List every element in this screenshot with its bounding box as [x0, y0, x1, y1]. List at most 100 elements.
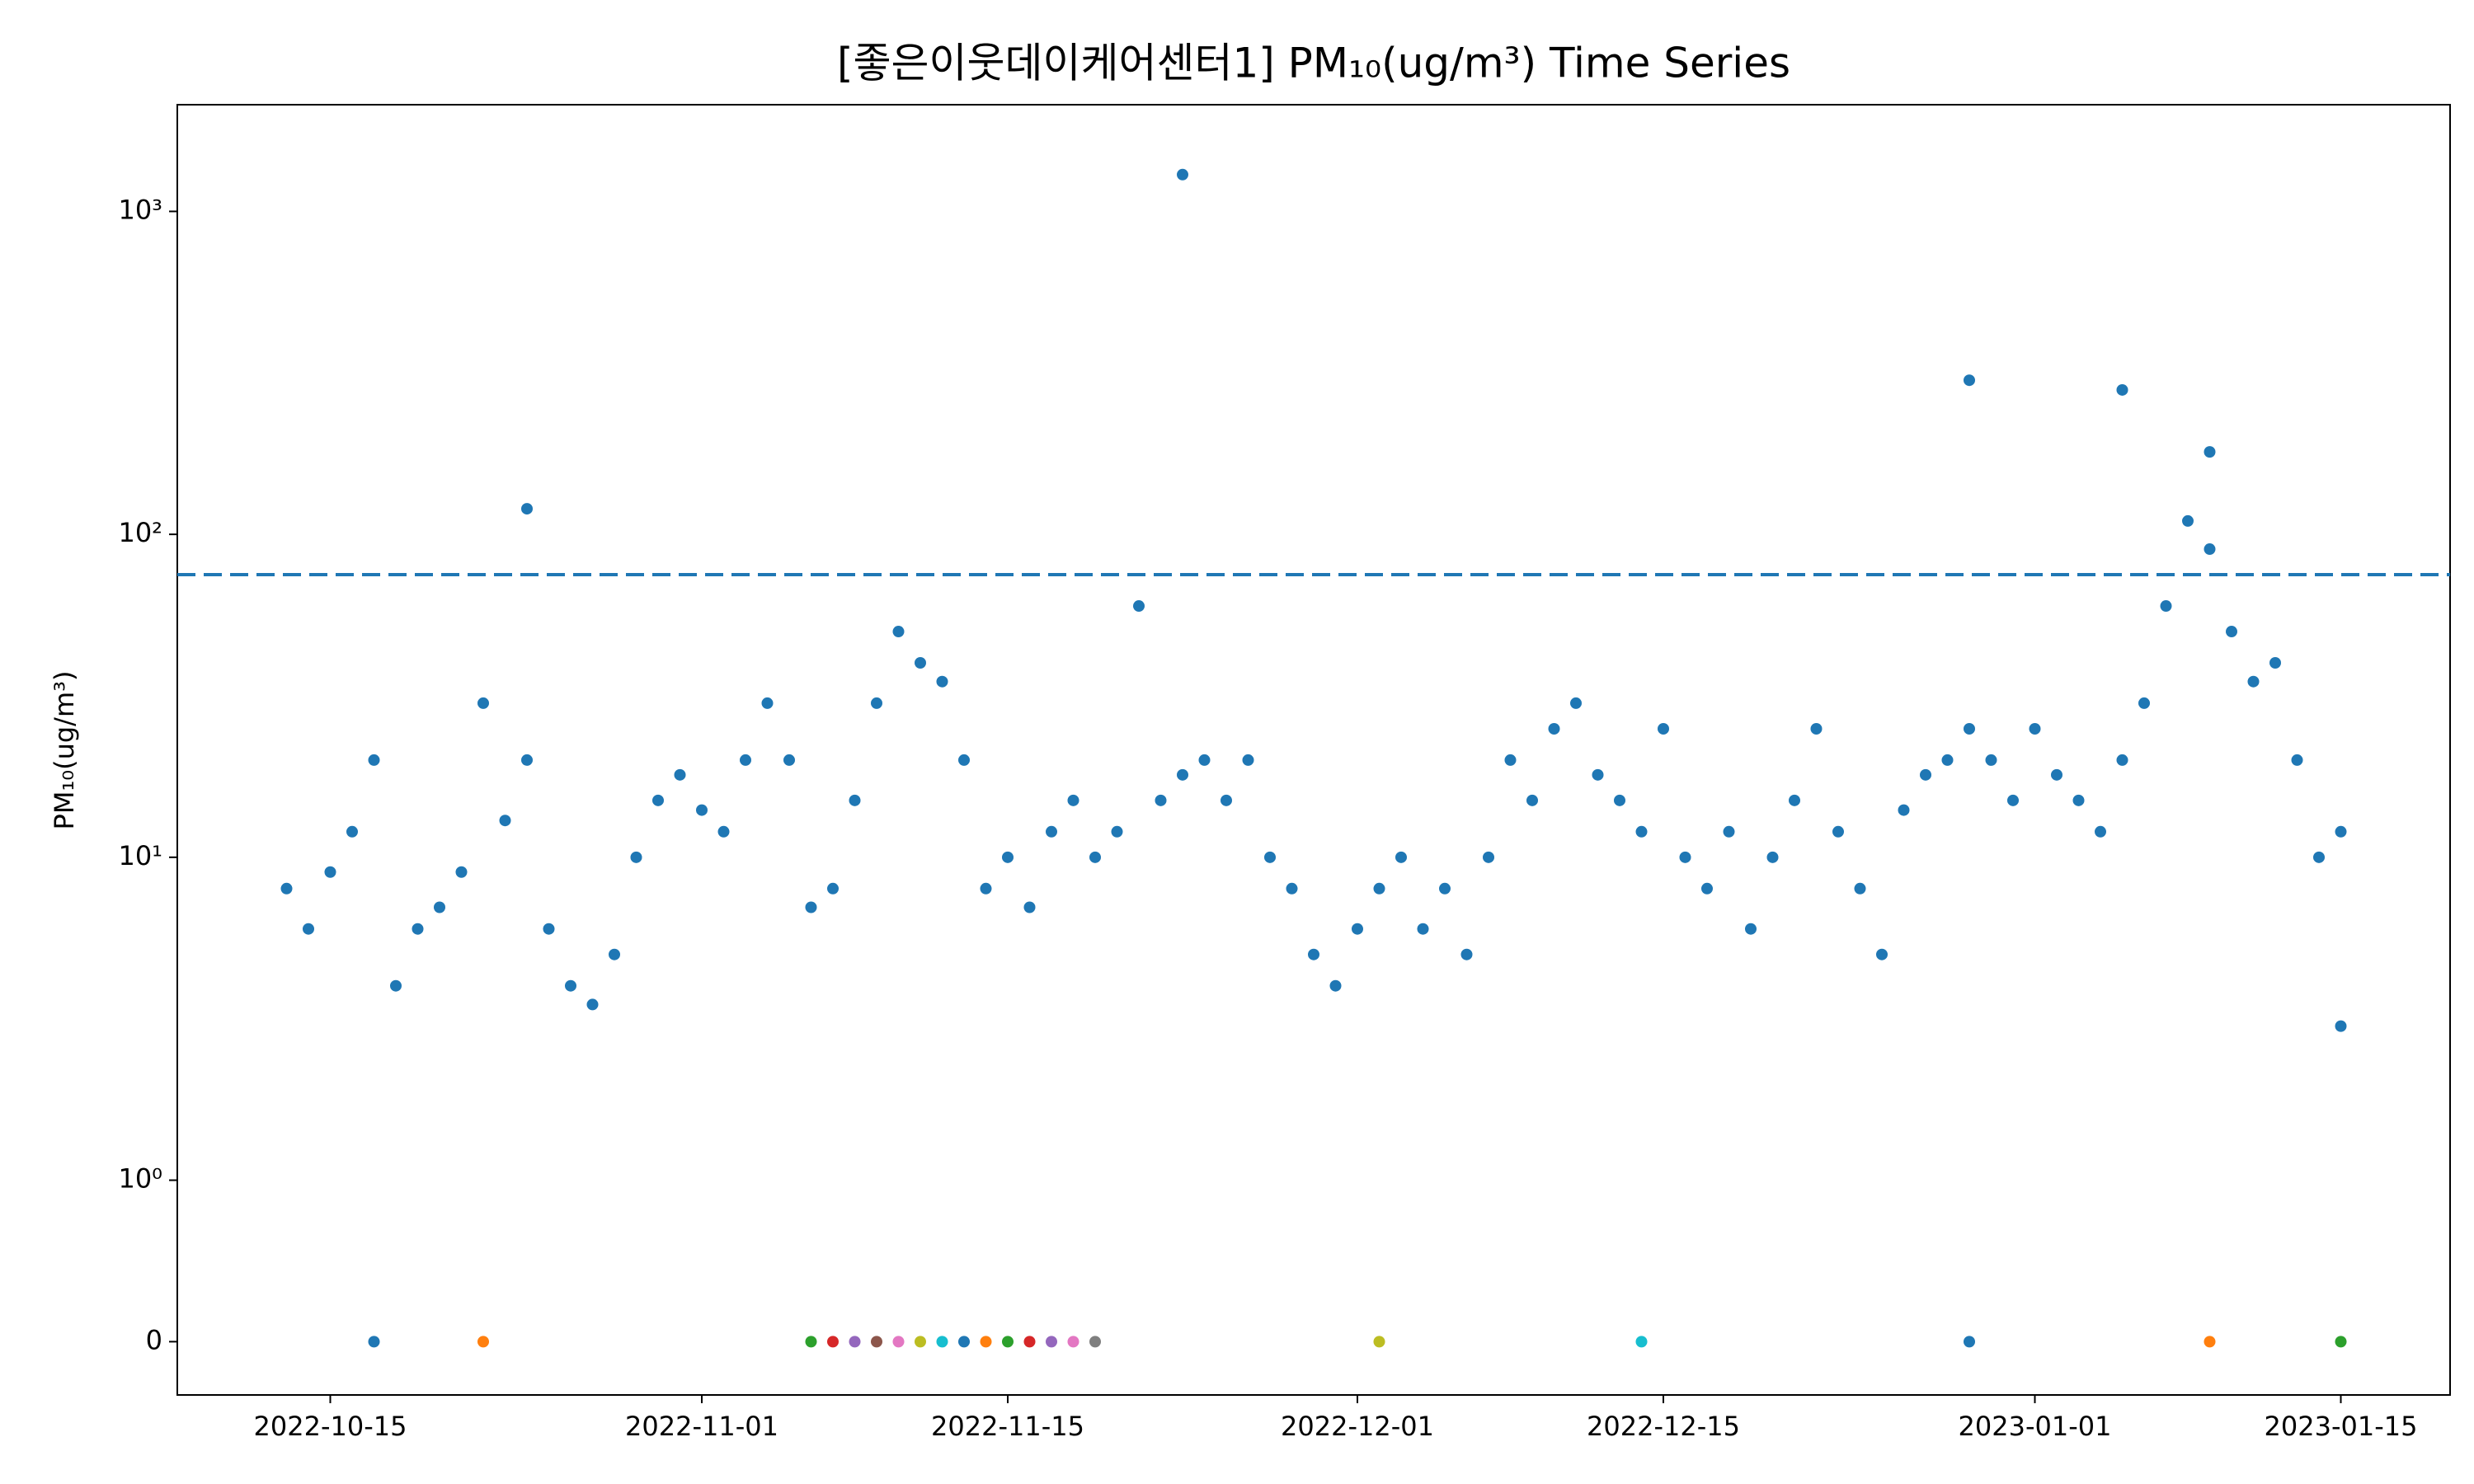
data-point: [1941, 754, 1954, 766]
data-point: [915, 656, 926, 669]
data-point: [2116, 754, 2128, 766]
data-point: [2095, 825, 2106, 838]
data-point: [1526, 794, 1538, 806]
data-point: [1329, 979, 1342, 992]
data-point: [1242, 754, 1254, 766]
data-point: [2204, 1336, 2216, 1348]
data-point: [1198, 754, 1211, 766]
data-point: [368, 754, 380, 766]
data-point: [980, 1336, 992, 1348]
data-point: [1635, 825, 1648, 838]
data-point: [455, 866, 468, 878]
data-point: [1002, 851, 1014, 863]
data-point: [761, 697, 774, 709]
data-point: [871, 1336, 882, 1348]
data-point: [1964, 1336, 1975, 1348]
data-point: [1089, 851, 1101, 863]
data-point: [1614, 794, 1625, 806]
data-point: [849, 794, 861, 806]
data-point: [849, 1336, 861, 1348]
data-point: [412, 923, 424, 935]
data-point: [1023, 901, 1036, 913]
data-point: [696, 804, 708, 816]
y-tick-label: 10²: [118, 517, 162, 548]
data-point: [1439, 882, 1451, 895]
chart-title: [좋은이웃데이케어센터1] PM₁₀(ug/m³) Time Series: [837, 40, 1790, 87]
data-point: [2226, 626, 2237, 638]
data-point: [1460, 948, 1473, 960]
data-point: [1155, 794, 1167, 806]
data-point: [2313, 851, 2325, 863]
data-point: [1766, 851, 1779, 863]
data-point: [2160, 600, 2172, 613]
data-point: [477, 1336, 489, 1348]
data-point: [1701, 882, 1713, 895]
y-axis-label: PM₁₀(ug/m³): [49, 671, 80, 830]
data-point: [324, 866, 336, 878]
data-point: [980, 882, 992, 895]
data-point: [2007, 794, 2019, 806]
data-point: [2072, 794, 2085, 806]
data-point: [2335, 825, 2347, 838]
data-point: [1067, 794, 1079, 806]
data-point: [1417, 923, 1429, 935]
data-point: [499, 815, 511, 827]
data-point: [1177, 168, 1188, 181]
data-point: [280, 882, 293, 895]
data-point: [1286, 882, 1298, 895]
x-tick-label: 2023-01-01: [1959, 1411, 2112, 1442]
data-point: [630, 851, 642, 863]
data-point: [1002, 1336, 1014, 1348]
data-point: [805, 901, 817, 913]
data-point: [1789, 794, 1800, 806]
data-point: [521, 754, 533, 766]
data-point: [1221, 794, 1232, 806]
data-point: [674, 768, 686, 781]
data-point: [827, 882, 839, 895]
data-point: [2116, 383, 2128, 396]
data-point: [609, 948, 620, 960]
data-point: [892, 1336, 905, 1348]
data-point: [1111, 825, 1123, 838]
data-point: [1964, 722, 1975, 735]
data-point: [521, 503, 533, 515]
data-point: [586, 998, 599, 1011]
data-point: [2247, 675, 2260, 688]
data-point: [1723, 825, 1735, 838]
data-point: [390, 979, 402, 992]
data-point: [1308, 948, 1319, 960]
data-point: [1920, 768, 1931, 781]
data-point: [1264, 851, 1276, 863]
data-point: [1067, 1336, 1079, 1348]
data-point: [936, 1336, 948, 1348]
data-point: [1395, 851, 1407, 863]
data-point: [1810, 722, 1823, 735]
data-point: [652, 794, 664, 806]
data-point: [958, 754, 970, 766]
data-point: [892, 626, 905, 638]
data-point: [1898, 804, 1910, 816]
data-point: [2029, 722, 2041, 735]
y-tick-label: 10³: [118, 194, 162, 225]
x-tick-label: 2023-01-15: [2265, 1411, 2418, 1442]
x-tick-label: 2022-12-15: [1587, 1411, 1740, 1442]
data-point: [1504, 754, 1517, 766]
data-point: [303, 923, 314, 935]
data-point: [543, 923, 555, 935]
data-point: [2335, 1336, 2347, 1348]
data-point: [1548, 722, 1560, 735]
data-point: [368, 1336, 380, 1348]
y-tick-label: 10⁰: [118, 1163, 162, 1195]
x-tick-label: 2022-10-15: [254, 1411, 407, 1442]
x-tick-label: 2022-11-01: [625, 1411, 778, 1442]
data-point: [1483, 851, 1494, 863]
data-point: [1679, 851, 1691, 863]
data-point: [1046, 825, 1057, 838]
data-point: [1177, 768, 1188, 781]
data-point: [1373, 1336, 1385, 1348]
data-point: [565, 979, 576, 992]
y-tick-label: 10¹: [118, 840, 162, 871]
data-point: [805, 1336, 817, 1348]
y-tick-label: 0: [146, 1324, 162, 1355]
